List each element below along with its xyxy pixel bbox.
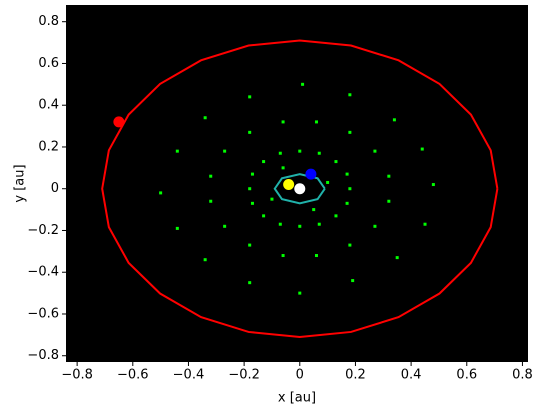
- particle: [314, 254, 318, 258]
- particle: [281, 254, 285, 258]
- x-tick-label: −0.4: [173, 368, 205, 383]
- body: [294, 183, 306, 195]
- particle: [387, 174, 391, 178]
- particle: [250, 201, 254, 205]
- y-axis-label: y [au]: [13, 164, 28, 202]
- particle: [209, 199, 213, 203]
- particle: [345, 172, 349, 176]
- particle: [334, 160, 338, 164]
- x-tick-label: −0.6: [117, 368, 149, 383]
- particle: [317, 151, 321, 155]
- particle: [248, 281, 252, 285]
- particle: [387, 199, 391, 203]
- particle: [203, 116, 207, 120]
- particle: [262, 214, 266, 218]
- particle: [301, 82, 305, 86]
- particle: [431, 183, 435, 187]
- particle: [373, 224, 377, 228]
- particle: [175, 226, 179, 230]
- plot-area: [66, 5, 528, 362]
- particle: [312, 208, 316, 212]
- particle: [392, 118, 396, 122]
- particle: [248, 187, 252, 191]
- particle: [248, 95, 252, 99]
- particle: [209, 174, 213, 178]
- y-tick-label: 0.6: [38, 56, 59, 71]
- particle: [175, 149, 179, 153]
- particle: [270, 197, 274, 201]
- body: [305, 168, 317, 180]
- x-tick-label: 0: [296, 368, 304, 383]
- particle: [298, 149, 302, 153]
- particle: [351, 279, 355, 283]
- y-tick-label: 0.2: [38, 139, 59, 154]
- particle: [278, 151, 282, 155]
- particle: [317, 222, 321, 226]
- particle: [278, 222, 282, 226]
- particle: [281, 166, 285, 170]
- y-tick-label: −0.4: [27, 265, 59, 280]
- particle: [250, 172, 254, 176]
- x-axis-label: x [au]: [278, 391, 316, 406]
- particle: [348, 187, 352, 191]
- particle: [262, 160, 266, 164]
- y-tick-label: −0.8: [27, 348, 59, 363]
- particle: [248, 130, 252, 134]
- particle: [159, 191, 163, 195]
- particle: [420, 147, 424, 151]
- y-tick-label: −0.6: [27, 306, 59, 321]
- particle: [203, 258, 207, 262]
- body: [283, 179, 295, 191]
- particle: [298, 291, 302, 295]
- particle: [223, 224, 227, 228]
- x-tick-label: 0.4: [401, 368, 422, 383]
- particle: [395, 256, 399, 260]
- x-tick-label: −0.2: [228, 368, 260, 383]
- particle: [423, 222, 427, 226]
- particle: [373, 149, 377, 153]
- y-tick-label: 0.8: [38, 14, 59, 29]
- x-tick-label: −0.8: [61, 368, 93, 383]
- particle: [348, 243, 352, 247]
- particle: [345, 201, 349, 205]
- x-tick-label: 0.8: [512, 368, 533, 383]
- orbit: [101, 39, 499, 338]
- y-tick-label: 0: [51, 181, 59, 196]
- particle: [248, 243, 252, 247]
- particle: [348, 93, 352, 97]
- y-tick-label: 0.4: [38, 98, 59, 113]
- particle: [326, 180, 330, 184]
- y-tick-label: −0.2: [27, 223, 59, 238]
- x-tick-label: 0.6: [456, 368, 477, 383]
- x-tick-label: 0.2: [345, 368, 366, 383]
- particle: [298, 224, 302, 228]
- particle: [334, 214, 338, 218]
- particle: [314, 120, 318, 124]
- particle: [348, 130, 352, 134]
- particle: [281, 120, 285, 124]
- body: [113, 116, 125, 128]
- particle: [223, 149, 227, 153]
